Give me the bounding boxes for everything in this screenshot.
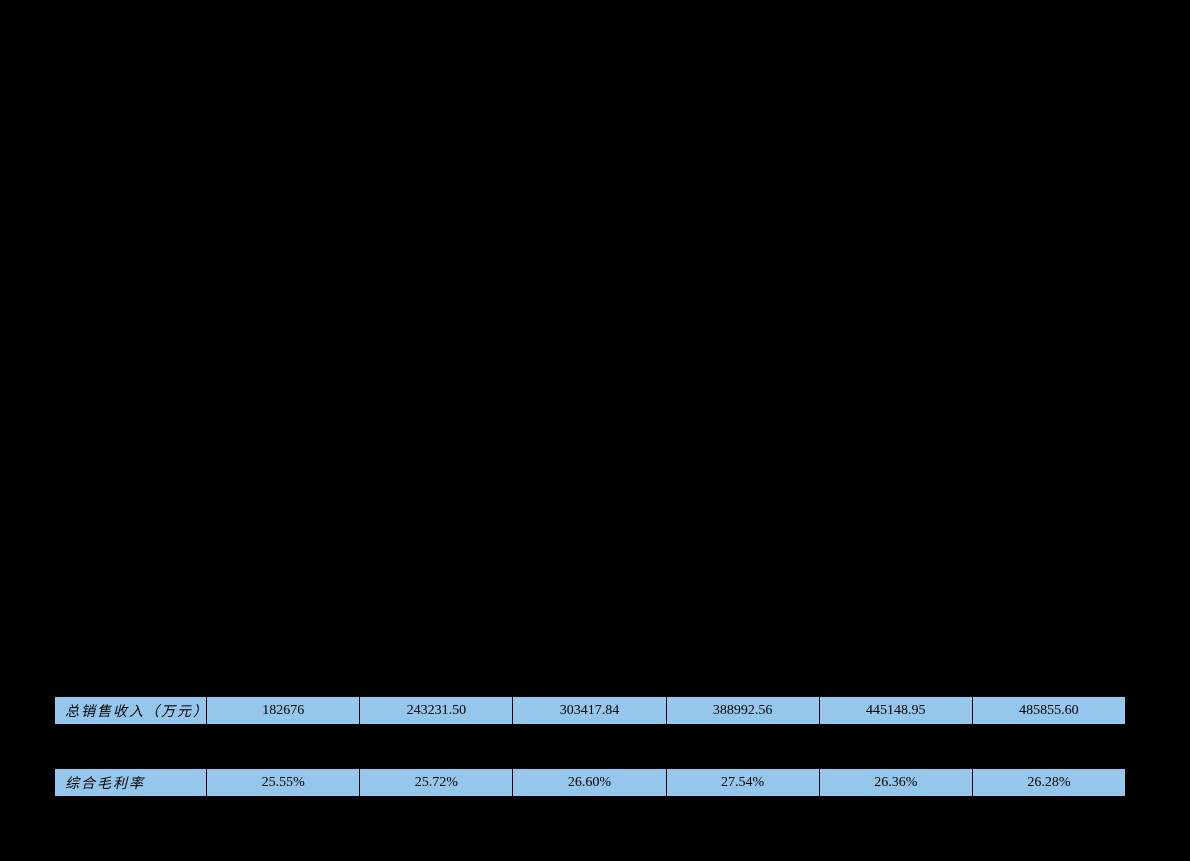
cell-value: 25.55%	[207, 769, 360, 797]
cell-value: 26.28%	[972, 769, 1125, 797]
cell-value: 243231.50	[360, 697, 513, 725]
cell-value: 25.72%	[360, 769, 513, 797]
cell-value: 388992.56	[666, 697, 819, 725]
cell-value: 182676	[207, 697, 360, 725]
revenue-row: 总销售收入（万元） 182676 243231.50 303417.84 388…	[54, 696, 1126, 725]
cell-value: 26.36%	[819, 769, 972, 797]
row-label-margin: 综合毛利率	[55, 769, 207, 797]
margin-row: 综合毛利率 25.55% 25.72% 26.60% 27.54% 26.36%…	[54, 768, 1126, 797]
cell-value: 26.60%	[513, 769, 666, 797]
data-table: 综合毛利率 25.55% 25.72% 26.60% 27.54% 26.36%…	[54, 768, 1126, 797]
data-table: 总销售收入（万元） 182676 243231.50 303417.84 388…	[54, 696, 1126, 725]
cell-value: 27.54%	[666, 769, 819, 797]
cell-value: 303417.84	[513, 697, 666, 725]
row-label-revenue: 总销售收入（万元）	[55, 697, 207, 725]
cell-value: 485855.60	[972, 697, 1125, 725]
table-row: 总销售收入（万元） 182676 243231.50 303417.84 388…	[55, 697, 1126, 725]
table-row: 综合毛利率 25.55% 25.72% 26.60% 27.54% 26.36%…	[55, 769, 1126, 797]
cell-value: 445148.95	[819, 697, 972, 725]
